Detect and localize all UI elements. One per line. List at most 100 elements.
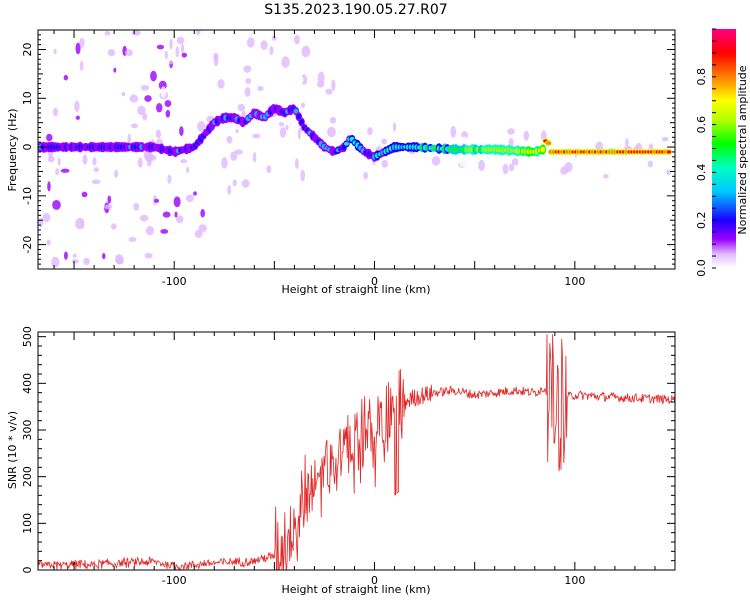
spectrogram-noise-cell	[246, 37, 255, 48]
spectrogram-noise-cell	[374, 136, 382, 141]
spectrogram-noise-cell	[450, 125, 457, 138]
spectrogram-noise-cell	[110, 223, 117, 230]
spectrogram-noise-cell	[185, 166, 190, 174]
spectrogram-y-label: Frequency (Hz)	[6, 109, 19, 192]
spectrogram-noise-cell	[666, 169, 671, 176]
spectrogram-ridge	[38, 104, 673, 162]
spectrogram-noise-cell	[460, 136, 468, 144]
spectrogram-noise-cell	[144, 252, 153, 259]
snr-y-tick-label: 200	[21, 466, 34, 487]
spectrogram-ridge-cell	[293, 108, 299, 114]
spectrogram-noise-cell	[53, 48, 57, 55]
spectrogram-noise-cell	[647, 160, 654, 168]
spectrogram-noise-cell	[625, 137, 629, 148]
spectrogram-noise-cell	[523, 130, 530, 141]
spectrogram-ridge-cell	[666, 150, 672, 154]
spectrogram-noise-cell	[210, 68, 220, 78]
spectrogram-noise-cell	[71, 259, 79, 264]
spectrogram-noise-cell	[137, 157, 143, 168]
spectrogram-noise-cell	[511, 158, 519, 166]
spectrogram-noise-cell	[139, 214, 149, 222]
spectrogram-noise-cell	[154, 198, 160, 203]
spectrogram-noise-cell	[257, 85, 264, 92]
spectrogram-noise-cell	[167, 174, 172, 184]
spectrogram-noise-cell	[406, 122, 410, 130]
spectrogram-y-tick-label: 20	[21, 43, 34, 57]
colorbar: 0.0 0.2 0.4 0.6 0.8 Normalized spectral ampl…	[695, 28, 749, 277]
snr-panel: -100 0 100 0 100 200 300 400 500 Height of stra…	[6, 326, 676, 596]
spectrogram-noise-cell	[46, 133, 53, 142]
spectrogram-noise-cell	[198, 224, 207, 233]
spectrogram-noise-cell	[63, 251, 68, 260]
spectrogram-noise-cell	[160, 86, 166, 98]
spectrogram-noise-cell	[181, 52, 188, 58]
spectrogram-frame	[37, 29, 676, 270]
spectrogram-noise-cell	[140, 84, 150, 91]
spectrogram-noise-cell	[133, 202, 140, 211]
spectrogram-noise-cell	[281, 56, 290, 68]
spectrogram-noise-cell	[92, 157, 97, 166]
spectrogram-noise-cell	[65, 62, 73, 72]
spectrogram-noise-cell	[54, 232, 64, 240]
spectrogram-noise-cell	[127, 133, 131, 145]
spectrogram-noise-cell	[252, 133, 261, 139]
spectrogram-noise-cell	[42, 212, 51, 223]
spectrogram-noise-cell	[104, 31, 111, 36]
spectrogram-noise-cell	[300, 169, 306, 182]
spectrogram-noise-cell	[227, 184, 232, 195]
colorbar-tick-label: 0.6	[695, 116, 708, 134]
spectrogram-noise-cell	[273, 167, 281, 176]
snr-y-tick-label: 300	[21, 420, 34, 441]
spectrogram-noise-cell	[245, 77, 252, 84]
spectrogram-noise-cell	[206, 12, 215, 22]
spectrogram-noise-cell	[52, 199, 61, 210]
snr-x-label: Height of straight line (km)	[281, 583, 430, 596]
spectrogram-noise-cell	[301, 45, 311, 58]
spectrogram-noise-cell	[225, 107, 232, 114]
spectrogram-noise-cell	[114, 169, 119, 178]
spectrogram-noise-cell	[234, 149, 243, 155]
spectrogram-noise-cell	[186, 243, 195, 251]
spectrogram-noise-cell	[122, 200, 127, 212]
snr-x-tick-label: 100	[564, 574, 585, 587]
spectrogram-noise-cell	[91, 179, 101, 185]
spectrogram-noise-cell	[241, 179, 250, 188]
spectrogram-noise-cell	[431, 156, 441, 166]
spectrogram-noise-cell	[38, 217, 44, 228]
spectrogram-noise-cell	[75, 42, 81, 55]
spectrogram-noise-cell	[255, 137, 265, 148]
snr-x-tick-label: 0	[371, 574, 378, 587]
spectrogram-noise-cell	[285, 124, 289, 131]
spectrogram-noise-cell	[294, 158, 299, 170]
spectrogram-noise-cell	[328, 205, 334, 217]
spectrogram-noise-cell	[226, 136, 233, 144]
spectrogram-noise-cell	[179, 126, 184, 136]
chart-title: S135.2023.190.05.27.R07	[264, 2, 447, 18]
spectrogram-noise-cell	[72, 253, 77, 258]
spectrogram-noise-cell	[63, 51, 70, 58]
spectrogram-noise-cell	[156, 44, 165, 50]
spectrogram-noise-cell	[175, 46, 180, 58]
spectrogram-noise-cell	[46, 239, 51, 246]
spectrogram-noise-cell	[125, 49, 133, 57]
spectrogram-noise-cell	[82, 154, 88, 165]
spectrogram-noise-cell	[160, 228, 169, 234]
spectrogram-noise-cell	[61, 227, 69, 232]
spectrogram-noise-cell	[209, 59, 213, 68]
spectrogram-noise-cell	[271, 35, 277, 41]
spectrogram-noise-cell	[121, 92, 126, 97]
spectrogram-noise-cell	[212, 183, 217, 190]
spectrogram-x-ticks: -100 0 100	[53, 30, 676, 288]
spectrogram-noise-cell	[380, 172, 384, 178]
snr-y-ticks: 0 100 200 300 400 500	[21, 326, 675, 574]
spectrogram-noise-cell	[217, 79, 225, 89]
spectrogram-y-tick-label: 10	[21, 91, 34, 105]
spectrogram-noise-cell	[235, 128, 239, 134]
spectrogram-noise-cell	[279, 127, 287, 138]
spectrogram-noise-cell	[164, 50, 168, 60]
spectrogram-noise-cell	[87, 159, 92, 167]
spectrogram-noise-cell	[560, 166, 569, 175]
colorbar-tick-label: 0.4	[695, 164, 708, 182]
